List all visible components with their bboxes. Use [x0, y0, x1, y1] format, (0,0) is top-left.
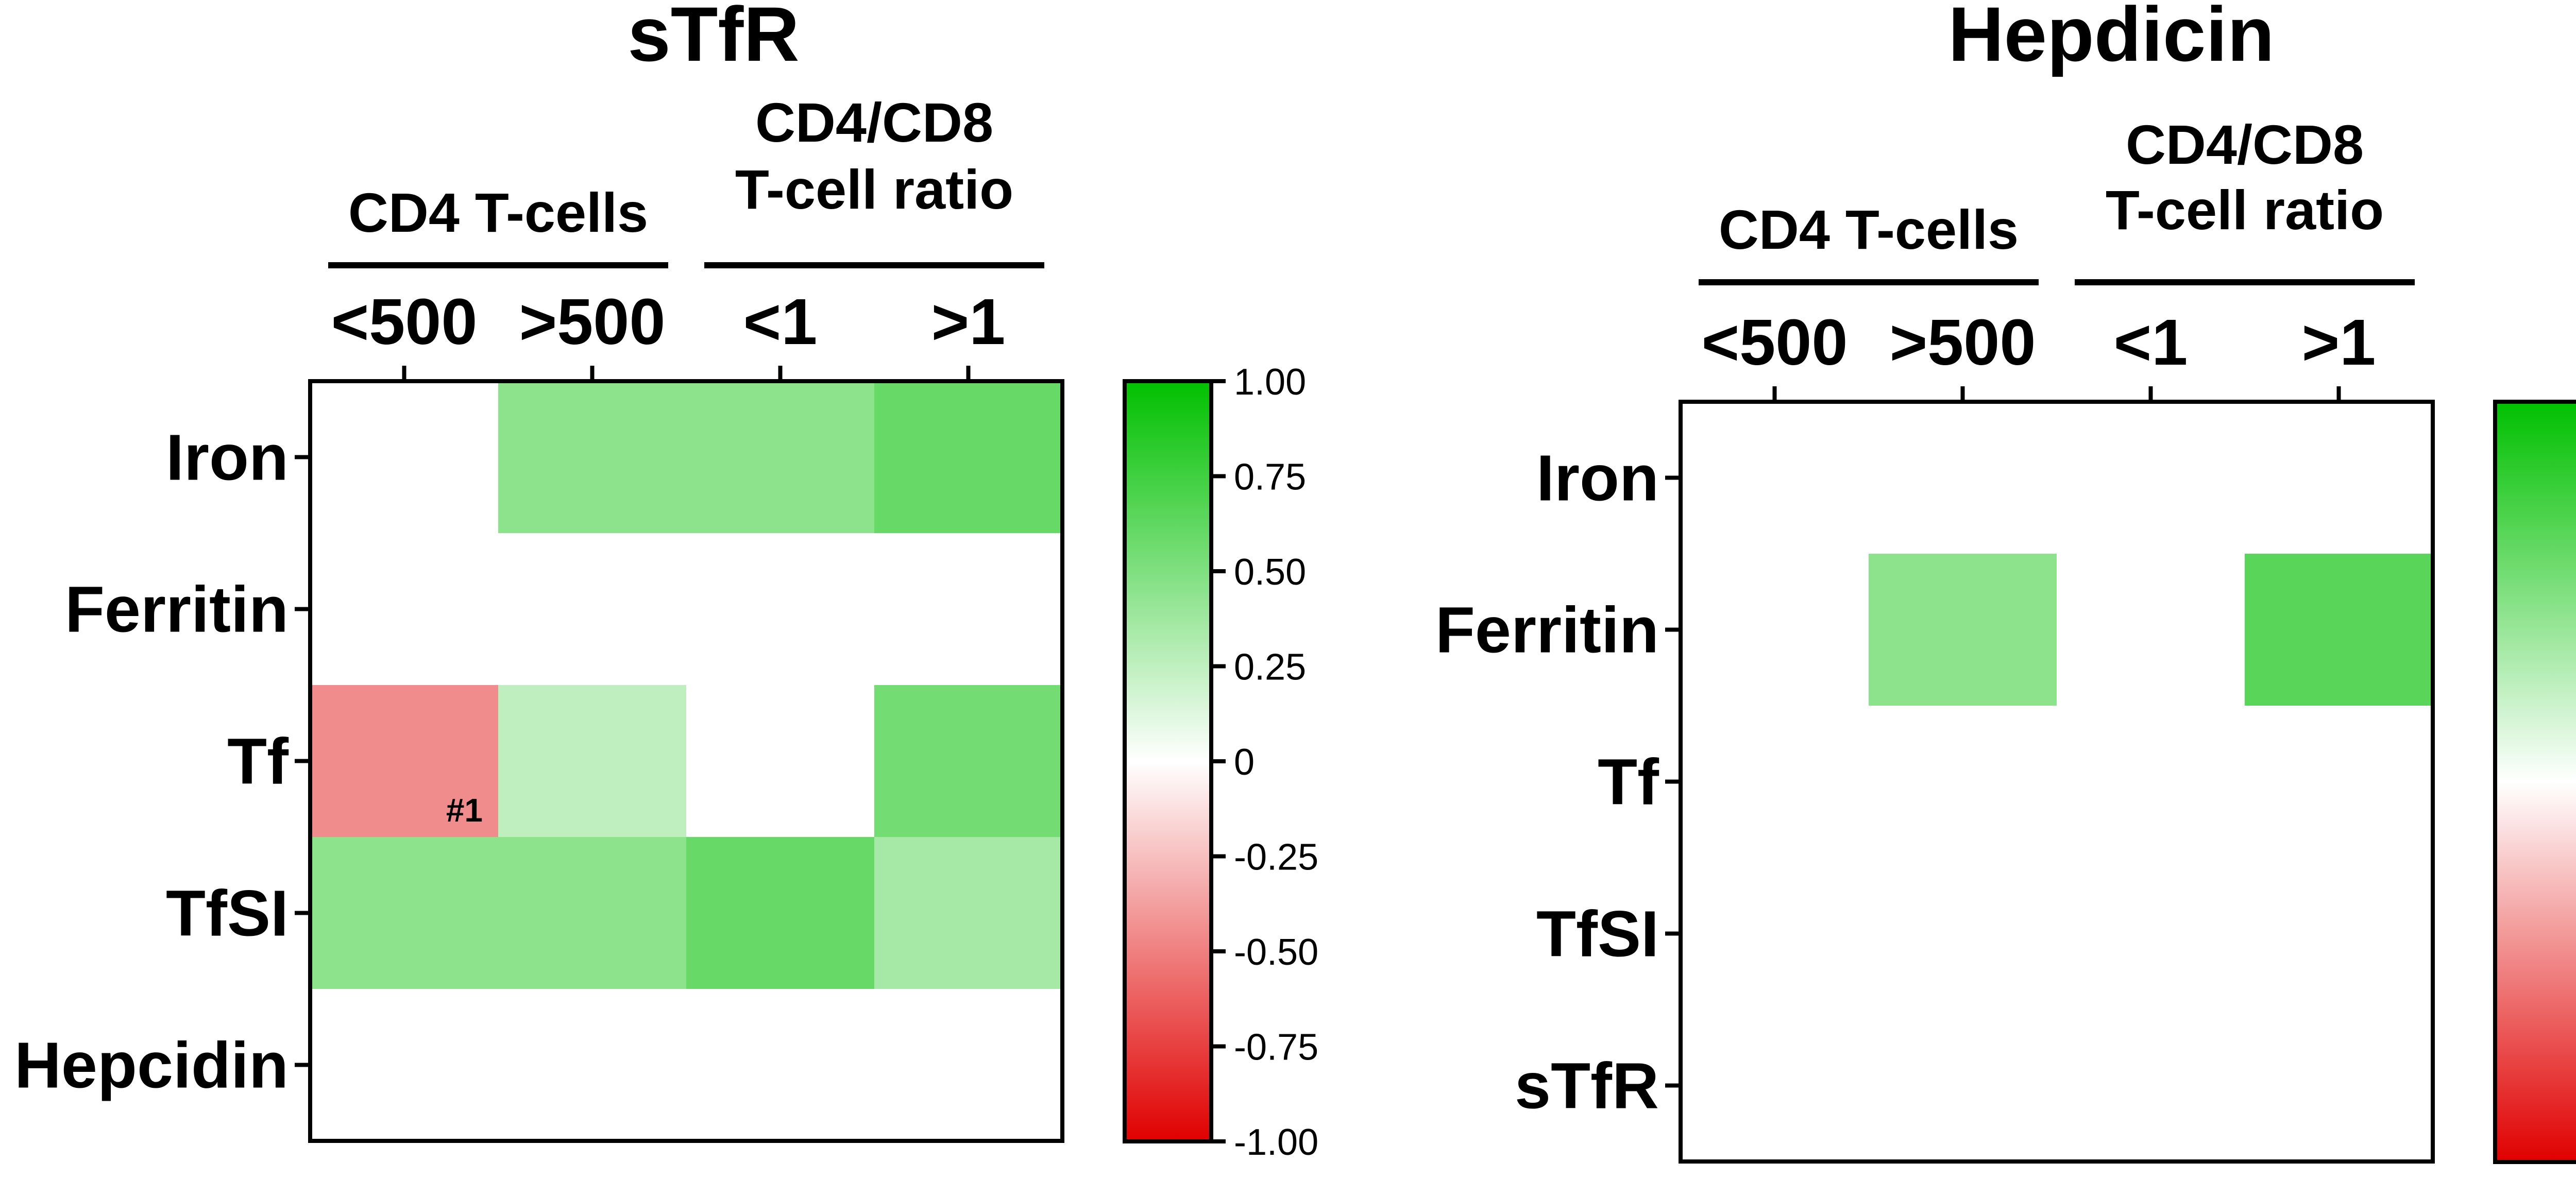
- heatmap-cell: [2057, 402, 2245, 554]
- colorbar: 1.000.750.500.250-0.25-0.50-0.75-1.00: [2493, 400, 2576, 1164]
- heatmap-cell: [310, 989, 498, 1141]
- row-label: Ferritin: [1435, 594, 1659, 667]
- heatmap-cell: [874, 533, 1062, 685]
- row-label: TfSI: [1536, 898, 1659, 970]
- row-label: Iron: [166, 421, 289, 494]
- heatmap-cell: [1869, 706, 2057, 858]
- column-label: <1: [743, 285, 818, 358]
- colorbar-tick-label: -0.50: [1234, 932, 1318, 973]
- row-label: Iron: [1536, 442, 1659, 515]
- column-group-label: CD4/CD8: [2126, 113, 2364, 176]
- heatmap-cell: [310, 837, 498, 989]
- heatmap-cell: [2245, 706, 2433, 858]
- heatmap-cell: [310, 685, 498, 837]
- heatmap-cell: [874, 837, 1062, 989]
- heatmap-cell: [498, 533, 686, 685]
- heatmap-cell: [2245, 858, 2433, 1010]
- column-label: >500: [1890, 306, 2036, 379]
- colorbar-tick-label: -1.00: [1234, 1122, 1318, 1163]
- heatmap-cell: [874, 381, 1062, 533]
- heatmap-cell: [686, 685, 874, 837]
- column-group-label: T-cell ratio: [735, 158, 1013, 220]
- heatmap-cell: [1869, 858, 2057, 1010]
- row-label: Tf: [1598, 746, 1659, 818]
- colorbar-gradient: [1123, 379, 1213, 1143]
- heatmap-cell: [2245, 402, 2433, 554]
- heatmap-cell: [498, 685, 686, 837]
- row-label: Ferritin: [65, 573, 289, 646]
- heatmap-cell: [2245, 1010, 2433, 1161]
- heatmap-cell: [1869, 402, 2057, 554]
- heatmap-cell: [1869, 554, 2057, 706]
- heatmap-cell: [1681, 706, 1869, 858]
- row-label: Hepcidin: [14, 1029, 289, 1102]
- colorbar-tick-label: 1.00: [1234, 362, 1306, 403]
- colorbar-tick-label: -0.75: [1234, 1027, 1318, 1068]
- heatmap-cell: [310, 533, 498, 685]
- colorbar-tick-label: 0.50: [1234, 552, 1306, 593]
- row-label: Tf: [227, 725, 289, 798]
- colorbar-gradient: [2493, 400, 2576, 1164]
- heatmap-cell: [2057, 706, 2245, 858]
- column-label: <500: [331, 285, 478, 358]
- heatmap-cell: [874, 685, 1062, 837]
- heatmap-cell: [686, 837, 874, 989]
- heatmap-cell: [2057, 1010, 2245, 1161]
- column-label: <500: [1702, 306, 1848, 379]
- heatmap-cell: [1681, 402, 1869, 554]
- colorbar: 1.00 0.75 0.50 0.25 0 -0.25 -0.50 -0.75 -1.00: [1123, 362, 1318, 1163]
- row-label: TfSI: [166, 877, 289, 950]
- row-label: sTfR: [1515, 1050, 1659, 1122]
- heatmap-cell: [498, 837, 686, 989]
- heatmap-cell: [1681, 858, 1869, 1010]
- column-group-label: CD4 T-cells: [1719, 198, 2019, 261]
- heatmap-cell: [874, 989, 1062, 1141]
- heatmap-cell: [1681, 554, 1869, 706]
- heatmap-cell: [686, 533, 874, 685]
- heatmap-cell: [1869, 1010, 2057, 1161]
- column-group-label: T-cell ratio: [2106, 179, 2384, 241]
- column-label: <1: [2114, 306, 2188, 379]
- heatmap-cell: [498, 989, 686, 1141]
- cell-annotation: #1: [446, 792, 483, 829]
- heatmap-cell: [498, 381, 686, 533]
- column-label: >1: [931, 285, 1006, 358]
- colorbar-tick-label: 0.75: [1234, 457, 1306, 498]
- heatmap-cell: [2057, 858, 2245, 1010]
- heatmap-cell: [686, 989, 874, 1141]
- heatmap-cell: [310, 381, 498, 533]
- colorbar-tick-label: 0.25: [1234, 647, 1306, 688]
- heatmap-cell: [2057, 554, 2245, 706]
- colorbar-tick-label: -0.25: [1234, 837, 1318, 878]
- column-group-label: CD4 T-cells: [348, 181, 648, 244]
- column-group-label: CD4/CD8: [755, 91, 993, 153]
- colorbar-tick-label: 0: [1234, 742, 1255, 783]
- heatmap-cell: [1681, 1010, 1869, 1161]
- heatmap-cell: [2245, 554, 2433, 706]
- column-label: >500: [519, 285, 666, 358]
- column-label: >1: [2302, 306, 2376, 379]
- panel-title: Hepdicin: [1948, 0, 2274, 77]
- panel-title: sTfR: [628, 0, 799, 77]
- heatmap-cell: [686, 381, 874, 533]
